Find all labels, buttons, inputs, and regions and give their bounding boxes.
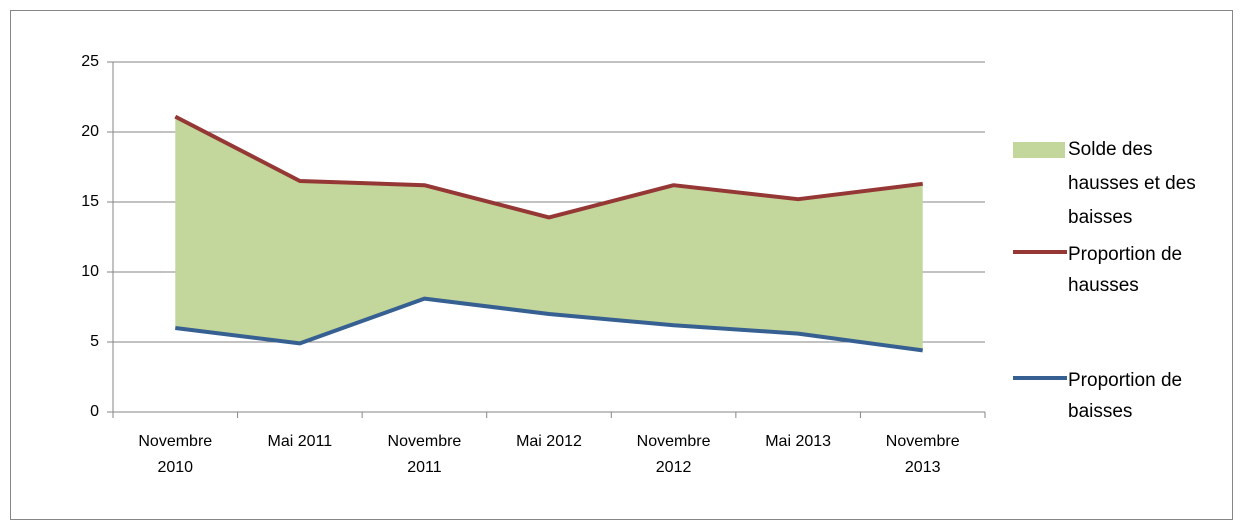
x-tick-label: Mai 2013 — [765, 433, 831, 450]
x-tick-label: Novembre 2013 — [886, 433, 960, 476]
legend-label: Proportion de hausses — [1068, 244, 1182, 296]
x-tick-label: Novembre 2012 — [637, 433, 711, 476]
x-tick-label: Novembre 2010 — [138, 433, 212, 476]
area — [175, 116, 923, 351]
y-tick-label: 10 — [81, 263, 99, 280]
y-tick-label: 20 — [81, 123, 99, 140]
legend-label: Solde des hausses et des baisses — [1068, 139, 1196, 228]
x-tick-label: Mai 2011 — [268, 433, 333, 450]
line — [175, 296, 923, 353]
y-tick-label: 5 — [90, 333, 99, 350]
y-tick-label: 25 — [81, 53, 99, 70]
x-tick-label: Mai 2012 — [516, 433, 582, 450]
line — [174, 114, 923, 220]
y-tick-label: 0 — [90, 403, 99, 420]
legend-label: Proportion de baisses — [1068, 370, 1182, 422]
x-tick-label: Novembre 2011 — [388, 433, 462, 476]
legend-swatch — [1013, 142, 1065, 158]
y-tick-label: 15 — [81, 193, 99, 210]
